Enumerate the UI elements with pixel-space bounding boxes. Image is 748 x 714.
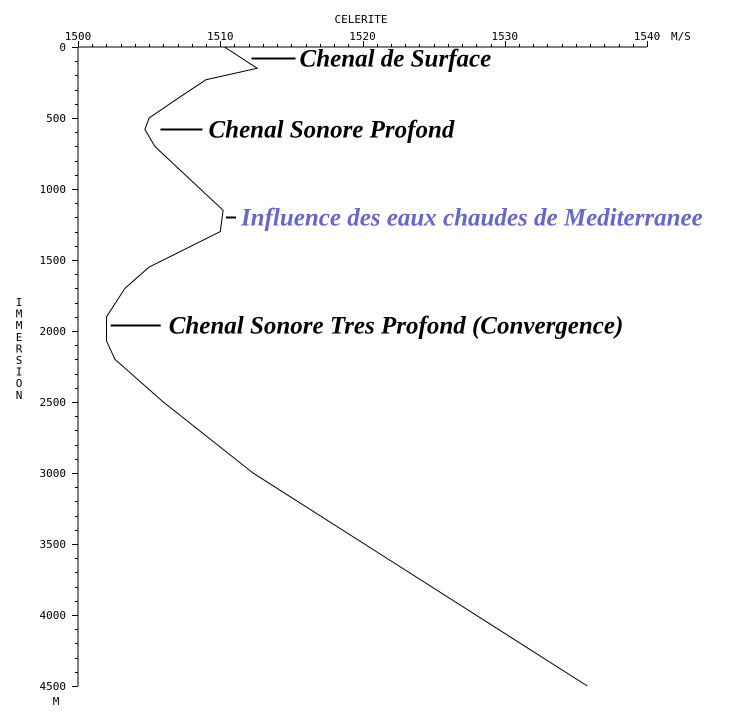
annotation-label: Influence des eaux chaudes de Mediterran… [240,205,703,232]
y-tick-label: 3500 [40,538,67,551]
y-tick-label: 500 [46,112,66,125]
y-tick-label: 1000 [40,183,67,196]
x-tick-label: 1540 [634,30,661,43]
y-tick-label: 0 [59,41,66,54]
y-tick-label: 2000 [40,325,67,338]
x-tick-label: 1520 [349,30,376,43]
x-tick-label: 1510 [207,30,234,43]
x-axis-title: CELERITE [335,13,388,26]
x-axis: 1500 1510 1520 1530 1540 M/S [65,30,691,48]
y-axis-title-letter: M [16,308,23,321]
annotation-layer: Chenal de Surface Chenal Sonore Profond In… [110,46,703,340]
profile-line [106,46,588,687]
annotation-label: Chenal Sonore Profond [209,117,455,144]
y-axis-title-letter: O [16,377,23,390]
y-axis-title-letter: I [16,296,23,309]
series-layer [106,46,588,687]
y-tick-label: 4500 [40,680,67,693]
x-tick-label: 1500 [65,30,92,43]
x-axis-unit: M/S [671,30,691,43]
annotation-label: Chenal Sonore Tres Profond (Convergence) [169,313,624,340]
y-axis-unit: M [53,695,60,708]
y-tick-label: 2500 [40,396,67,409]
y-axis-title-letter: M [16,319,23,332]
y-tick-label: 4000 [40,609,67,622]
y-axis-title-letter: S [16,354,23,367]
x-tick-label: 1530 [492,30,519,43]
y-tick-label: 1500 [40,254,67,267]
y-axis: 0 500 1000 1500 2000 2500 3000 3500 4000 4500 [40,41,79,693]
y-axis-title-letter: I [16,366,23,379]
y-axis-title-letter: R [16,342,23,355]
y-axis-title-letter: E [16,331,23,344]
annotation-label: Chenal de Surface [300,46,492,73]
y-axis-title-letter: N [16,389,23,402]
y-tick-label: 3000 [40,467,67,480]
